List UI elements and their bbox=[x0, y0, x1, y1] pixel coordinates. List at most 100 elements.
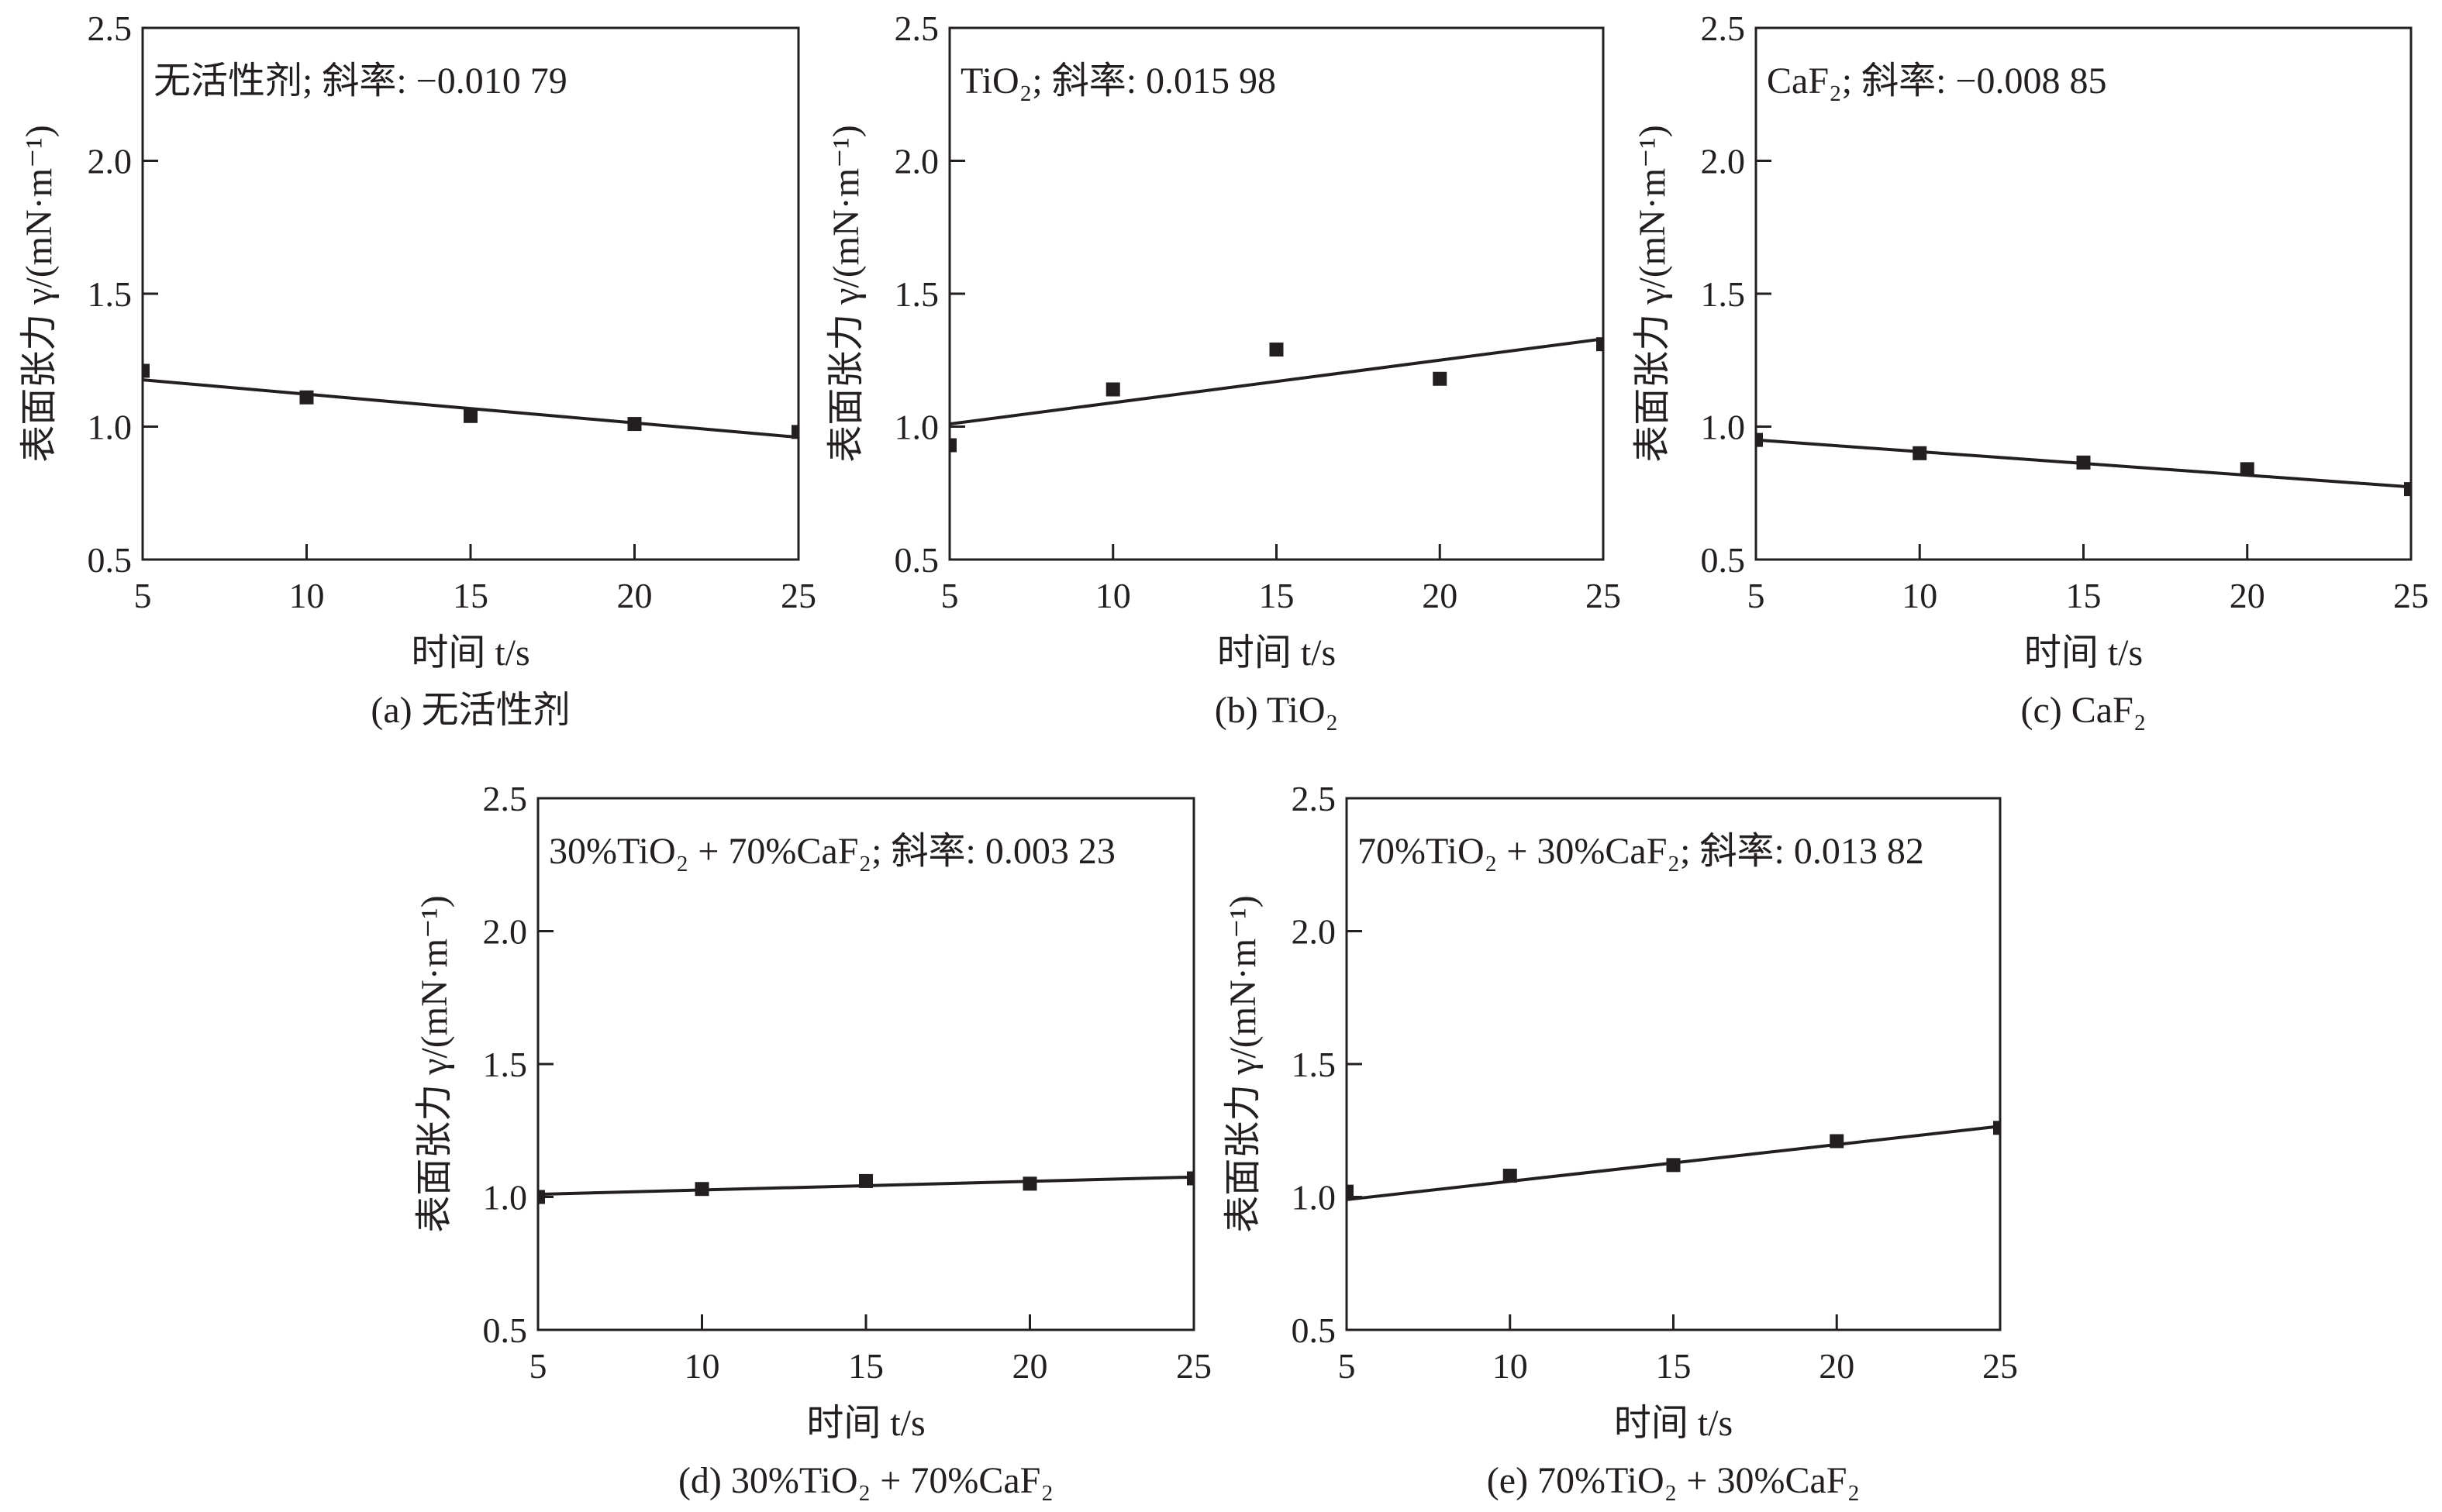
panel-caption: (c) CaF₂ bbox=[2020, 690, 2146, 731]
y-axis-label: 表面张力 γ/(mN·m⁻¹) bbox=[414, 895, 455, 1233]
panel-caption: (a) 无活性剂 bbox=[371, 690, 570, 731]
slope-annotation: 无活性剂; 斜率: −0.010 79 bbox=[153, 60, 567, 102]
data-point bbox=[1596, 337, 1603, 352]
plot-frame bbox=[536, 797, 1195, 1331]
y-tick-label: 1.0 bbox=[1292, 1178, 1337, 1218]
y-tick-label: 1.5 bbox=[88, 274, 133, 314]
data-point bbox=[950, 438, 957, 453]
data-point bbox=[695, 1182, 709, 1197]
slope-annotation: CaF₂; 斜率: −0.008 85 bbox=[1767, 60, 2107, 102]
x-tick-label: 20 bbox=[2230, 576, 2265, 615]
panel-caption: (d) 30%TiO₂ + 70%CaF₂ bbox=[678, 1460, 1054, 1501]
y-tick-label: 0.5 bbox=[1701, 540, 1746, 580]
data-point bbox=[1830, 1134, 1844, 1149]
data-point bbox=[792, 425, 798, 439]
x-axis-label: 时间 t/s bbox=[1217, 632, 1336, 673]
fit-line bbox=[949, 337, 1604, 426]
y-tick-label: 2.0 bbox=[1292, 912, 1337, 952]
x-tick-label: 10 bbox=[289, 576, 325, 615]
x-tick-label: 25 bbox=[781, 576, 816, 615]
chart-panel-a: 5 10 15 20 25 0.5 1.0 1.5 2.0 2.5 无活性剂; 斜率: −0.010… bbox=[19, 9, 816, 731]
y-tick-label: 1.5 bbox=[483, 1045, 528, 1084]
y-tick-label: 1.5 bbox=[1701, 274, 1746, 314]
y-tick-label: 2.0 bbox=[895, 142, 940, 181]
y-tick-label: 1.0 bbox=[88, 408, 133, 447]
slope-annotation: TiO₂; 斜率: 0.015 98 bbox=[961, 60, 1276, 102]
x-tick-label: 25 bbox=[1585, 576, 1621, 615]
data-point bbox=[538, 1190, 545, 1204]
y-tick-label: 1.5 bbox=[895, 274, 940, 314]
slope-annotation: 70%TiO₂ + 30%CaF₂; 斜率: 0.013 82 bbox=[1357, 831, 1924, 872]
panel-caption: (b) TiO₂ bbox=[1215, 690, 1338, 731]
data-point bbox=[1993, 1121, 2000, 1135]
data-point bbox=[1105, 382, 1120, 397]
y-tick-label: 2.5 bbox=[483, 779, 528, 818]
x-tick-label: 25 bbox=[2393, 576, 2429, 615]
chart-panel-e: 5 10 15 20 25 0.5 1.0 1.5 2.0 2.5 70%TiO₂ + 30%CaF… bbox=[1223, 779, 2018, 1501]
data-point bbox=[1023, 1176, 1037, 1191]
y-tick-label: 1.0 bbox=[895, 408, 940, 447]
data-point bbox=[2404, 482, 2411, 497]
x-axis-label: 时间 t/s bbox=[806, 1403, 925, 1444]
y-tick-label: 2.5 bbox=[1292, 779, 1337, 818]
plot-frame bbox=[1345, 797, 2002, 1331]
chart-panel-d: 5 10 15 20 25 0.5 1.0 1.5 2.0 2.5 30%TiO₂ + 70%CaF… bbox=[414, 779, 1212, 1501]
data-point bbox=[2240, 462, 2254, 477]
y-tick-label: 1.5 bbox=[1292, 1045, 1337, 1084]
data-point bbox=[627, 417, 642, 432]
x-tick-label: 20 bbox=[617, 576, 653, 615]
data-point bbox=[1913, 446, 1927, 460]
x-tick-label: 15 bbox=[1259, 576, 1295, 615]
data-point bbox=[1347, 1184, 1354, 1199]
y-tick-label: 2.0 bbox=[1701, 142, 1746, 181]
data-point bbox=[1433, 371, 1447, 386]
data-point bbox=[143, 363, 150, 378]
x-tick-label: 10 bbox=[1095, 576, 1131, 615]
plot-frame bbox=[141, 26, 800, 561]
x-tick-label: 25 bbox=[1176, 1346, 1212, 1386]
y-tick-label: 0.5 bbox=[895, 540, 940, 580]
x-tick-label: 20 bbox=[1012, 1346, 1048, 1386]
data-point bbox=[299, 390, 314, 405]
plot-frame bbox=[948, 26, 1605, 561]
x-tick-label: 5 bbox=[1747, 576, 1765, 615]
y-tick-label: 1.0 bbox=[1701, 408, 1746, 447]
x-tick-label: 15 bbox=[1656, 1346, 1692, 1386]
x-tick-label: 5 bbox=[1338, 1346, 1356, 1386]
y-tick-label: 0.5 bbox=[88, 540, 133, 580]
data-point bbox=[464, 408, 478, 423]
y-axis-label: 表面张力 γ/(mN·m⁻¹) bbox=[826, 125, 867, 463]
data-point bbox=[859, 1173, 873, 1188]
x-tick-label: 25 bbox=[1982, 1346, 2018, 1386]
y-tick-label: 0.5 bbox=[483, 1311, 528, 1350]
x-tick-label: 10 bbox=[685, 1346, 720, 1386]
y-tick-label: 1.0 bbox=[483, 1178, 528, 1218]
panel-caption: (e) 70%TiO₂ + 30%CaF₂ bbox=[1487, 1460, 1860, 1501]
y-axis-label: 表面张力 γ/(mN·m⁻¹) bbox=[1223, 895, 1264, 1233]
x-tick-label: 15 bbox=[453, 576, 488, 615]
y-tick-label: 2.5 bbox=[895, 9, 940, 48]
fit-line bbox=[142, 378, 799, 439]
x-tick-label: 15 bbox=[2066, 576, 2102, 615]
x-tick-label: 10 bbox=[1492, 1346, 1528, 1386]
slope-annotation: 30%TiO₂ + 70%CaF₂; 斜率: 0.003 23 bbox=[549, 831, 1116, 872]
x-axis-label: 时间 t/s bbox=[411, 632, 529, 673]
x-tick-label: 5 bbox=[529, 1346, 547, 1386]
data-point bbox=[1502, 1169, 1517, 1183]
data-point bbox=[1756, 432, 1763, 447]
chart-panel-b: 5 10 15 20 25 0.5 1.0 1.5 2.0 2.5 TiO₂; 斜率: 0.015 … bbox=[826, 9, 1621, 731]
y-tick-label: 0.5 bbox=[1292, 1311, 1337, 1350]
y-axis-label: 表面张力 γ/(mN·m⁻¹) bbox=[19, 125, 60, 463]
x-tick-label: 5 bbox=[134, 576, 152, 615]
x-axis-label: 时间 t/s bbox=[2024, 632, 2143, 673]
data-point bbox=[1666, 1158, 1681, 1173]
chart-panel-c: 5 10 15 20 25 0.5 1.0 1.5 2.0 2.5 CaF₂; 斜率: −0.008… bbox=[1632, 9, 2429, 731]
y-tick-label: 2.5 bbox=[88, 9, 133, 48]
data-point bbox=[1187, 1171, 1194, 1186]
data-point bbox=[2076, 455, 2091, 470]
y-axis-label: 表面张力 γ/(mN·m⁻¹) bbox=[1632, 125, 1673, 463]
y-tick-label: 2.0 bbox=[483, 912, 528, 952]
x-tick-label: 20 bbox=[1819, 1346, 1854, 1386]
data-point bbox=[1269, 343, 1284, 357]
